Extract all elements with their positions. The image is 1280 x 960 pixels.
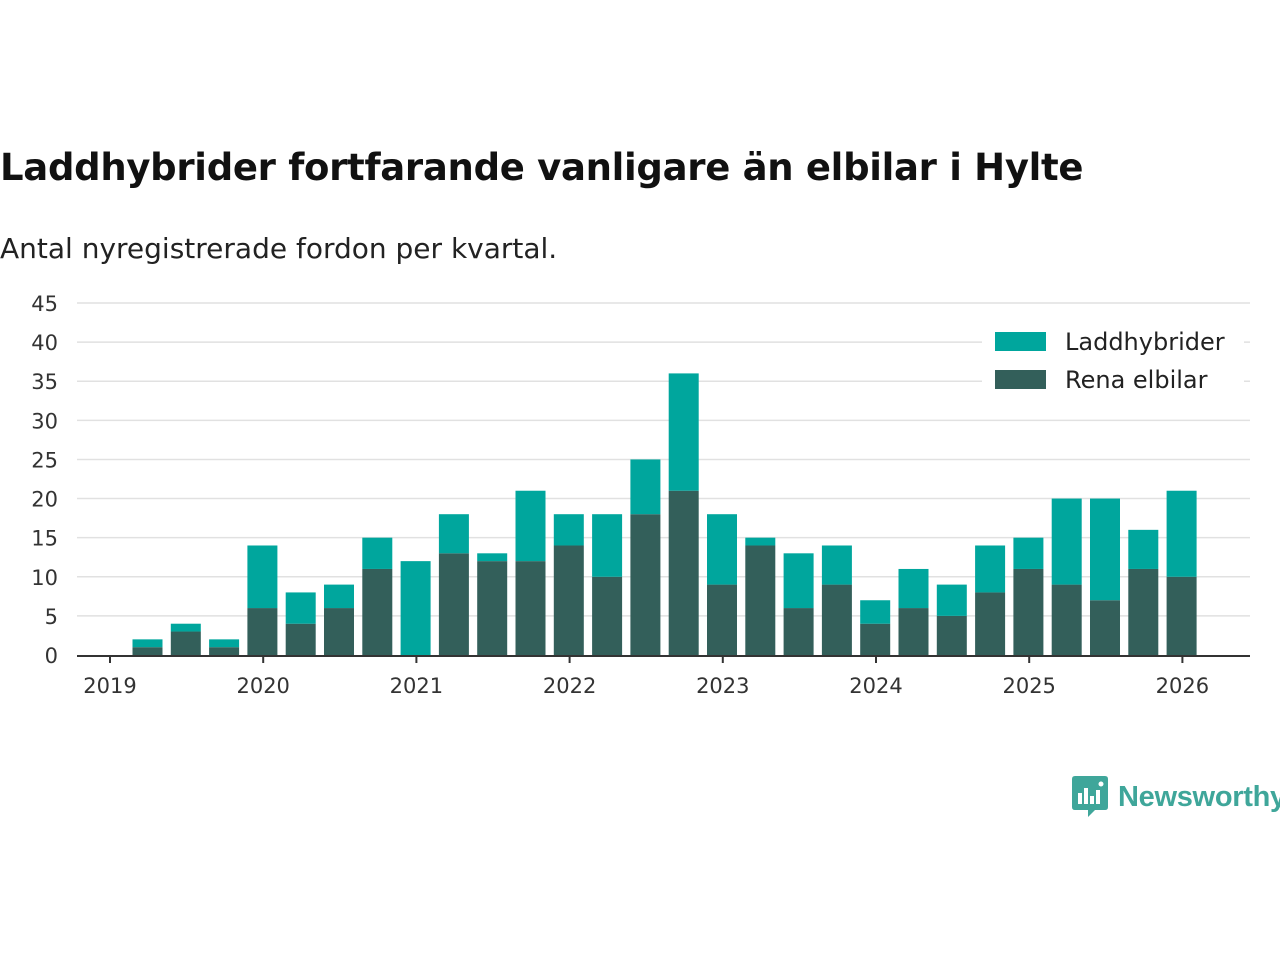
bar-laddhybrider bbox=[132, 639, 163, 648]
bar-rena-elbilar bbox=[1090, 600, 1120, 655]
y-tick-label: 25 bbox=[31, 448, 58, 472]
bar-rena-elbilar bbox=[821, 584, 852, 655]
bar-laddhybrider bbox=[745, 537, 776, 546]
x-tick-label: 2020 bbox=[236, 674, 289, 698]
y-tick-label: 0 bbox=[45, 644, 58, 668]
bar-rena-elbilar bbox=[975, 592, 1006, 655]
bar-rena-elbilar bbox=[860, 623, 891, 655]
bar-laddhybrider bbox=[668, 373, 699, 491]
bar-rena-elbilar bbox=[132, 647, 163, 655]
bar-laddhybrider bbox=[821, 545, 852, 585]
x-tick-label: 2025 bbox=[1002, 674, 1055, 698]
x-tick-label: 2021 bbox=[390, 674, 443, 698]
bar-laddhybrider bbox=[630, 459, 661, 515]
bar-laddhybrider bbox=[860, 600, 891, 624]
bar-laddhybrider bbox=[438, 514, 469, 554]
bar-laddhybrider bbox=[285, 592, 316, 624]
bar-rena-elbilar bbox=[707, 584, 737, 655]
x-tick-label: 2024 bbox=[849, 674, 902, 698]
y-tick-label: 40 bbox=[31, 331, 58, 355]
chart-title: Laddhybrider fortfarande vanligare än el… bbox=[0, 146, 1084, 189]
bar-laddhybrider bbox=[707, 514, 737, 585]
bar-laddhybrider bbox=[1128, 529, 1159, 569]
bar-rena-elbilar bbox=[630, 514, 661, 655]
bar-laddhybrider bbox=[1166, 490, 1197, 577]
bar-laddhybrider bbox=[515, 490, 546, 562]
bar-rena-elbilar bbox=[1128, 568, 1159, 655]
bar-laddhybrider bbox=[1051, 498, 1082, 585]
bar-rena-elbilar bbox=[553, 545, 584, 655]
bar-laddhybrider bbox=[898, 568, 929, 609]
legend: Laddhybrider Rena elbilar bbox=[982, 318, 1244, 400]
bar-laddhybrider bbox=[362, 537, 393, 569]
bar-series bbox=[132, 373, 1197, 655]
legend-swatch bbox=[995, 332, 1046, 351]
x-tick-label: 2022 bbox=[543, 674, 596, 698]
bar-rena-elbilar bbox=[592, 576, 623, 655]
bar-laddhybrider bbox=[1090, 498, 1120, 601]
bar-rena-elbilar bbox=[1013, 568, 1044, 655]
bar-laddhybrider bbox=[400, 561, 431, 655]
bar-laddhybrider bbox=[592, 514, 623, 577]
y-tick-label: 20 bbox=[31, 488, 58, 512]
bar-rena-elbilar bbox=[477, 561, 508, 655]
bar-laddhybrider bbox=[477, 553, 508, 562]
newsworthy-logo-text: Newsworthy bbox=[1118, 780, 1280, 813]
newsworthy-logo-icon bbox=[1072, 776, 1108, 817]
y-tick-label: 35 bbox=[31, 370, 58, 394]
bar-rena-elbilar bbox=[247, 608, 278, 655]
bar-laddhybrider bbox=[324, 584, 354, 609]
bar-rena-elbilar bbox=[285, 623, 316, 655]
x-tick-label: 2019 bbox=[83, 674, 136, 698]
y-tick-label: 15 bbox=[31, 527, 58, 551]
y-tick-label: 30 bbox=[31, 409, 58, 433]
bar-rena-elbilar bbox=[898, 608, 929, 655]
bar-laddhybrider bbox=[247, 545, 278, 609]
bar-rena-elbilar bbox=[209, 647, 240, 655]
bar-laddhybrider bbox=[170, 623, 201, 632]
bar-rena-elbilar bbox=[362, 568, 393, 655]
bar-rena-elbilar bbox=[1051, 584, 1082, 655]
x-tick-label: 2023 bbox=[696, 674, 749, 698]
legend-swatch bbox=[995, 370, 1046, 389]
bar-rena-elbilar bbox=[936, 615, 967, 655]
bar-rena-elbilar bbox=[668, 490, 699, 655]
y-tick-label: 45 bbox=[31, 292, 58, 316]
bar-laddhybrider bbox=[783, 553, 814, 609]
y-axis-ticks: 0 5 10 15 20 25 30 35 40 45 bbox=[31, 292, 58, 668]
legend-label: Rena elbilar bbox=[1065, 366, 1208, 394]
bar-rena-elbilar bbox=[515, 561, 546, 655]
x-axis-ticks: 2019 2020 2021 2022 2023 2024 2025 2026 bbox=[83, 656, 1209, 698]
bar-laddhybrider bbox=[936, 584, 967, 616]
legend-label: Laddhybrider bbox=[1065, 328, 1225, 356]
newsworthy-logo: Newsworthy bbox=[1072, 776, 1280, 818]
chart-subtitle: Antal nyregistrerade fordon per kvartal. bbox=[0, 232, 558, 265]
bar-rena-elbilar bbox=[170, 631, 201, 655]
bar-laddhybrider bbox=[975, 545, 1006, 593]
bar-rena-elbilar bbox=[1166, 576, 1197, 655]
x-tick-label: 2026 bbox=[1156, 674, 1209, 698]
bar-rena-elbilar bbox=[783, 608, 814, 655]
bar-laddhybrider bbox=[553, 514, 584, 546]
y-tick-label: 5 bbox=[45, 605, 58, 629]
bar-laddhybrider bbox=[209, 639, 240, 648]
bar-rena-elbilar bbox=[324, 608, 354, 655]
y-tick-label: 10 bbox=[31, 566, 58, 590]
bar-rena-elbilar bbox=[745, 545, 776, 655]
bar-rena-elbilar bbox=[438, 553, 469, 655]
bar-laddhybrider bbox=[1013, 537, 1044, 569]
